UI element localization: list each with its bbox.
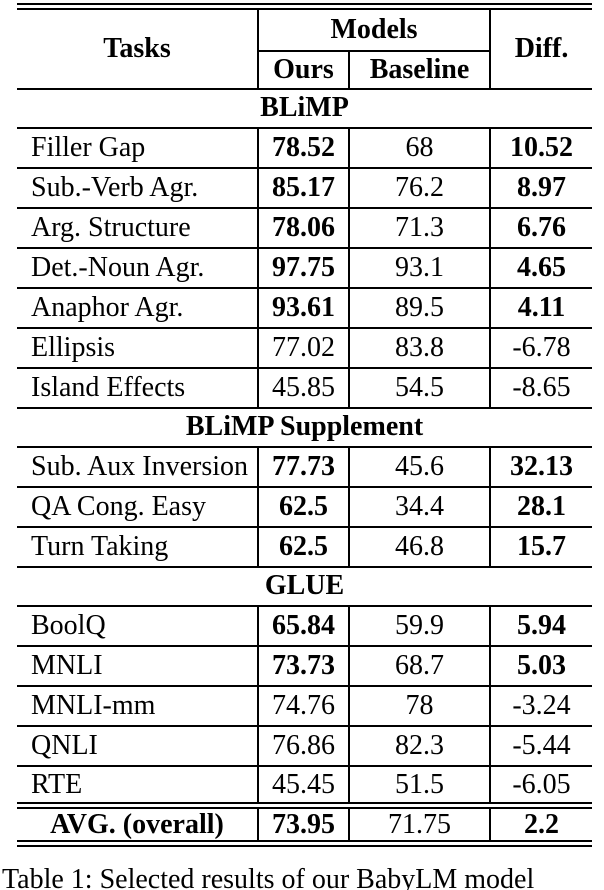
- ours-value: 97.75: [258, 247, 350, 289]
- results-table: Tasks Models Diff. Ours Baseline BLiMP F…: [17, 3, 593, 847]
- diff-value: 15.7: [490, 526, 593, 568]
- diff-value: 4.65: [490, 247, 593, 289]
- col-header-baseline: Baseline: [349, 50, 492, 90]
- ours-value: 85.17: [258, 167, 350, 209]
- diff-value: -6.78: [490, 327, 593, 369]
- table-row-sub-aux-inversion: Sub. Aux Inversion 77.73 45.6 32.13: [17, 446, 593, 488]
- task-cell: Ellipsis: [17, 327, 259, 369]
- diff-value: -8.65: [490, 367, 593, 409]
- table-row-island-effects: Island Effects 45.85 54.5 -8.65: [17, 367, 593, 409]
- ours-value: 65.84: [258, 605, 350, 647]
- task-cell: QNLI: [17, 725, 259, 767]
- avg-ours-value: 73.95: [258, 802, 350, 847]
- task-cell: Sub. Aux Inversion: [17, 446, 259, 488]
- baseline-value: 78: [349, 685, 492, 727]
- baseline-value: 89.5: [349, 287, 492, 329]
- table-row-det-noun-agr: Det.-Noun Agr. 97.75 93.1 4.65: [17, 247, 593, 289]
- section-title-label: BLiMP: [17, 88, 593, 129]
- diff-value: 6.76: [490, 207, 593, 249]
- section-title-label: BLiMP Supplement: [17, 407, 593, 448]
- diff-value: 8.97: [490, 167, 593, 209]
- ours-value: 76.86: [258, 725, 350, 767]
- baseline-value: 45.6: [349, 446, 492, 488]
- avg-baseline-value: 71.75: [349, 802, 492, 847]
- table-row-rte: RTE 45.45 51.5 -6.05: [17, 765, 593, 807]
- section-title-blimp-supplement: BLiMP Supplement: [17, 407, 593, 448]
- baseline-value: 71.3: [349, 207, 492, 249]
- task-cell: Sub.-Verb Agr.: [17, 167, 259, 209]
- baseline-value: 68: [349, 127, 492, 169]
- diff-value: -6.05: [490, 765, 593, 807]
- ours-value: 78.52: [258, 127, 350, 169]
- section-title-blimp: BLiMP: [17, 88, 593, 129]
- avg-label-cell: AVG. (overall): [17, 802, 259, 847]
- diff-value: 28.1: [490, 486, 593, 528]
- task-cell: RTE: [17, 765, 259, 807]
- diff-value: 10.52: [490, 127, 593, 169]
- baseline-value: 51.5: [349, 765, 492, 807]
- table-row-filler-gap: Filler Gap 78.52 68 10.52: [17, 127, 593, 169]
- ours-value: 77.73: [258, 446, 350, 488]
- task-cell: Island Effects: [17, 367, 259, 409]
- col-header-diff: Diff.: [490, 6, 593, 90]
- col-header-ours: Ours: [258, 50, 350, 90]
- ours-value: 45.45: [258, 765, 350, 807]
- diff-value: -3.24: [490, 685, 593, 727]
- task-cell: MNLI: [17, 645, 259, 687]
- task-cell: Arg. Structure: [17, 207, 259, 249]
- table-row-qnli: QNLI 76.86 82.3 -5.44: [17, 725, 593, 767]
- baseline-value: 34.4: [349, 486, 492, 528]
- header-row-2: Ours Baseline: [17, 50, 592, 90]
- baseline-value: 93.1: [349, 247, 492, 289]
- table-row-average: AVG. (overall) 73.95 71.75 2.2: [17, 802, 593, 847]
- baseline-value: 68.7: [349, 645, 492, 687]
- diff-value: -5.44: [490, 725, 593, 767]
- diff-value: 4.11: [490, 287, 593, 329]
- section-title-label: GLUE: [17, 566, 593, 607]
- table-row-boolq: BoolQ 65.84 59.9 5.94: [17, 605, 593, 647]
- table-row-ellipsis: Ellipsis 77.02 83.8 -6.78: [17, 327, 593, 369]
- table-row-sub-verb-agr: Sub.-Verb Agr. 85.17 76.2 8.97: [17, 167, 593, 209]
- task-cell: Turn Taking: [17, 526, 259, 568]
- baseline-value: 46.8: [349, 526, 492, 568]
- table-caption: Table 1: Selected results of our BabyLM …: [2, 864, 535, 890]
- baseline-value: 59.9: [349, 605, 492, 647]
- task-cell: QA Cong. Easy: [17, 486, 259, 528]
- section-title-glue: GLUE: [17, 566, 593, 607]
- baseline-value: 76.2: [349, 167, 492, 209]
- baseline-value: 54.5: [349, 367, 492, 409]
- ours-value: 78.06: [258, 207, 350, 249]
- diff-value: 32.13: [490, 446, 593, 488]
- ours-value: 45.85: [258, 367, 350, 409]
- task-cell: Anaphor Agr.: [17, 287, 259, 329]
- baseline-value: 83.8: [349, 327, 492, 369]
- header-row-1: Tasks Models Diff.: [17, 6, 593, 90]
- task-cell: Filler Gap: [17, 127, 259, 169]
- ours-value: 62.5: [258, 486, 350, 528]
- task-cell: MNLI-mm: [17, 685, 259, 727]
- ours-value: 93.61: [258, 287, 350, 329]
- ours-value: 74.76: [258, 685, 350, 727]
- diff-value: 5.03: [490, 645, 593, 687]
- col-header-tasks: Tasks: [17, 6, 259, 90]
- table-row-mnli: MNLI 73.73 68.7 5.03: [17, 645, 593, 687]
- avg-diff-value: 2.2: [490, 802, 593, 847]
- ours-value: 73.73: [258, 645, 350, 687]
- diff-value: 5.94: [490, 605, 593, 647]
- task-cell: Det.-Noun Agr.: [17, 247, 259, 289]
- ours-value: 77.02: [258, 327, 350, 369]
- task-cell: BoolQ: [17, 605, 259, 647]
- table-row-arg-structure: Arg. Structure 78.06 71.3 6.76: [17, 207, 593, 249]
- ours-value: 62.5: [258, 526, 350, 568]
- table-row-mnli-mm: MNLI-mm 74.76 78 -3.24: [17, 685, 593, 727]
- table-row-anaphor-agr: Anaphor Agr. 93.61 89.5 4.11: [17, 287, 593, 329]
- table-row-turn-taking: Turn Taking 62.5 46.8 15.7: [17, 526, 593, 568]
- col-header-models: Models: [258, 6, 492, 52]
- table-row-qa-cong-easy: QA Cong. Easy 62.5 34.4 28.1: [17, 486, 593, 528]
- baseline-value: 82.3: [349, 725, 492, 767]
